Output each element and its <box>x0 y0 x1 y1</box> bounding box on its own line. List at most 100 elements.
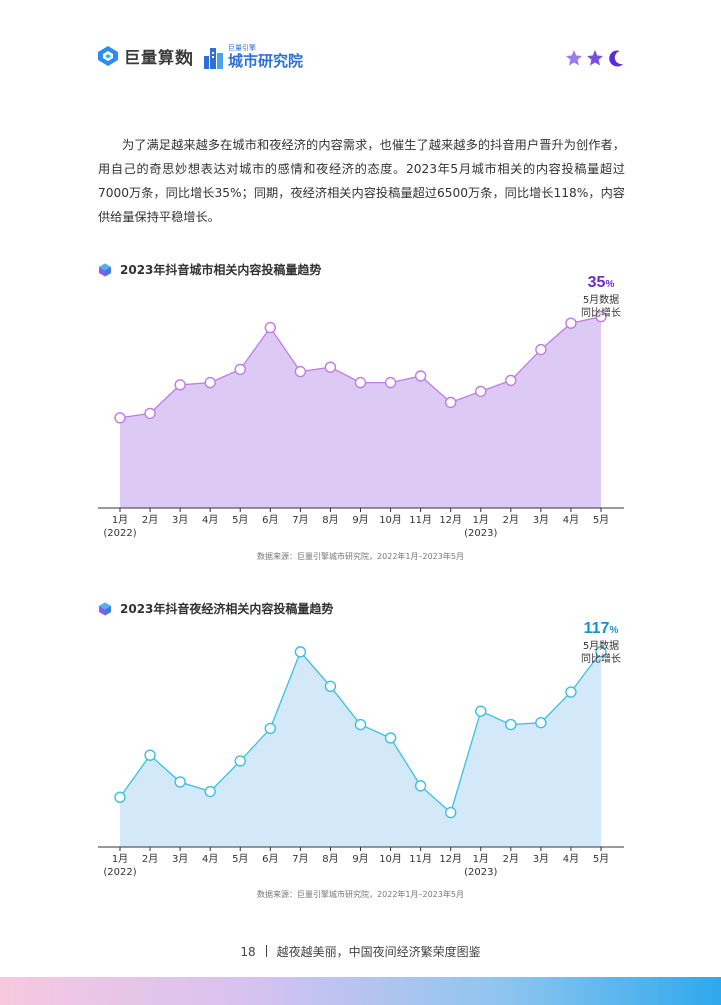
data-point <box>354 718 367 731</box>
night-chart-heading: 2023年抖音夜经济相关内容投稿量趋势 <box>98 600 333 617</box>
x-tick-label: 3月 <box>172 514 188 526</box>
data-point <box>595 646 607 658</box>
city-chart-title: 2023年抖音城市相关内容投稿量趋势 <box>120 263 322 277</box>
x-tick-label: 1月 <box>112 853 128 865</box>
data-point <box>475 705 487 717</box>
x-tick-label: 1月 <box>112 514 128 526</box>
x-tick-label: 10月 <box>379 853 402 865</box>
x-tick-label: 4月 <box>202 514 218 526</box>
brand-primary-name: 巨量算数 <box>124 48 193 67</box>
city-callout-value: 35% <box>588 274 615 291</box>
data-point <box>505 718 517 731</box>
night-chart-title: 2023年抖音夜经济相关内容投稿量趋势 <box>120 602 334 616</box>
juliang-logo-icon <box>98 46 118 66</box>
x-tick-label: 9月 <box>352 853 368 865</box>
data-point <box>144 749 156 761</box>
data-point <box>565 686 577 698</box>
city-trend-svg: 1月 2月 3月 4月 5月 6月 7月 8月 9月 10月 11月 12月 1月 2月 3月 4月 5月 (20… <box>98 274 624 539</box>
data-point <box>444 396 457 409</box>
night-chart-source: 数据来源：巨量引擎城市研究院，2022年1月–2023年5月 <box>257 890 464 899</box>
data-point <box>505 374 517 387</box>
footer-gradient-strip <box>0 977 721 1005</box>
x-tick-label: 4月 <box>563 514 579 526</box>
data-point <box>414 370 427 382</box>
data-point <box>324 361 337 373</box>
data-point <box>324 680 337 693</box>
data-point <box>294 646 307 658</box>
cube-icon <box>99 263 111 276</box>
x-tick-label: 5月 <box>232 514 248 526</box>
data-point <box>204 376 216 389</box>
x-tick-label: 5月 <box>593 853 609 865</box>
x-tick-label: 11月 <box>409 514 432 526</box>
x-tick-label: 7月 <box>292 514 308 526</box>
x-tick-label: 10月 <box>379 514 402 526</box>
night-callout-value: 117% <box>584 620 619 637</box>
data-point <box>114 412 126 424</box>
x-tick-label: 8月 <box>322 853 338 865</box>
data-point <box>174 776 186 788</box>
x-tick-label: 2月 <box>503 514 519 526</box>
data-point <box>114 791 126 803</box>
night-callout-label-2: 同比增长 <box>581 652 621 665</box>
data-point <box>475 385 487 398</box>
data-point <box>264 722 277 735</box>
x-year-label: (2022) <box>103 528 136 539</box>
x-tick-label: 2月 <box>142 853 158 865</box>
city-trend-chart: 1月 2月 3月 4月 5月 6月 7月 8月 9月 10月 11月 12月 1月 2月 3月 4月 5月 (20… <box>92 268 632 543</box>
x-tick-label: 6月 <box>262 514 278 526</box>
city-callout-label-1: 5月数据 <box>583 293 619 306</box>
data-point <box>384 376 397 389</box>
x-tick-label: 3月 <box>172 853 188 865</box>
data-point <box>444 806 457 819</box>
header-separator <box>190 52 192 66</box>
intro-paragraph: 为了满足越来越多在城市和夜经济的内容需求，也催生了越来越多的抖音用户晋升为创作者… <box>98 138 625 224</box>
data-point <box>535 716 547 729</box>
x-tick-label: 2月 <box>503 853 519 865</box>
city-buildings-icon <box>204 48 223 69</box>
data-point <box>234 755 246 767</box>
x-tick-label: 5月 <box>593 514 609 526</box>
data-point <box>174 379 186 391</box>
x-tick-label: 7月 <box>292 853 308 865</box>
data-point <box>234 363 246 376</box>
city-callout-label-2: 同比增长 <box>581 306 621 319</box>
data-point <box>535 343 547 356</box>
x-year-label: (2023) <box>464 528 497 539</box>
city-chart-heading: 2023年抖音城市相关内容投稿量趋势 <box>98 261 321 278</box>
data-point <box>264 321 277 334</box>
x-tick-label: 3月 <box>533 514 549 526</box>
page-header: 巨量算数 巨量引擎 城市研究院 <box>0 0 721 100</box>
night-callout-label-1: 5月数据 <box>583 639 619 652</box>
city-chart-source: 数据来源：巨量引擎城市研究院，2022年1月–2023年5月 <box>257 552 464 561</box>
series-area <box>120 316 601 508</box>
data-point <box>294 365 307 378</box>
x-tick-label: 5月 <box>232 853 248 865</box>
x-tick-label: 8月 <box>322 514 338 526</box>
juliang-suanshu-logo: 巨量算数 <box>97 44 192 68</box>
data-point <box>384 732 397 744</box>
stars-moon-icon <box>566 50 623 67</box>
x-tick-label: 1月 <box>473 853 489 865</box>
x-tick-label: 3月 <box>533 853 549 865</box>
x-tick-label: 9月 <box>352 514 368 526</box>
data-point <box>595 310 607 323</box>
x-tick-label: 12月 <box>439 514 462 526</box>
data-point <box>144 407 156 420</box>
series-area <box>120 651 601 847</box>
publication-title: 越夜越美丽，中国夜间经济繁荣度图鉴 <box>276 945 481 959</box>
x-year-label: (2023) <box>464 867 497 878</box>
brand-secondary-small: 巨量引擎 <box>228 44 256 52</box>
data-point <box>414 780 427 792</box>
city-institute-logo: 巨量引擎 城市研究院 <box>203 44 303 70</box>
x-tick-label: 12月 <box>439 853 462 865</box>
x-tick-label: 4月 <box>563 853 579 865</box>
night-trend-svg: 1月 2月 3月 4月 5月 6月 7月 8月 9月 10月 11月 12月 1月 2月 3月 4月 5月 (20… <box>98 620 624 878</box>
x-tick-label: 1月 <box>473 514 489 526</box>
data-point <box>204 785 216 798</box>
x-tick-label: 2月 <box>142 514 158 526</box>
x-year-label: (2022) <box>103 867 136 878</box>
data-point <box>354 376 367 389</box>
night-trend-chart: 1月 2月 3月 4月 5月 6月 7月 8月 9月 10月 11月 12月 1月 2月 3月 4月 5月 (20… <box>92 607 632 882</box>
cube-icon <box>99 602 111 615</box>
